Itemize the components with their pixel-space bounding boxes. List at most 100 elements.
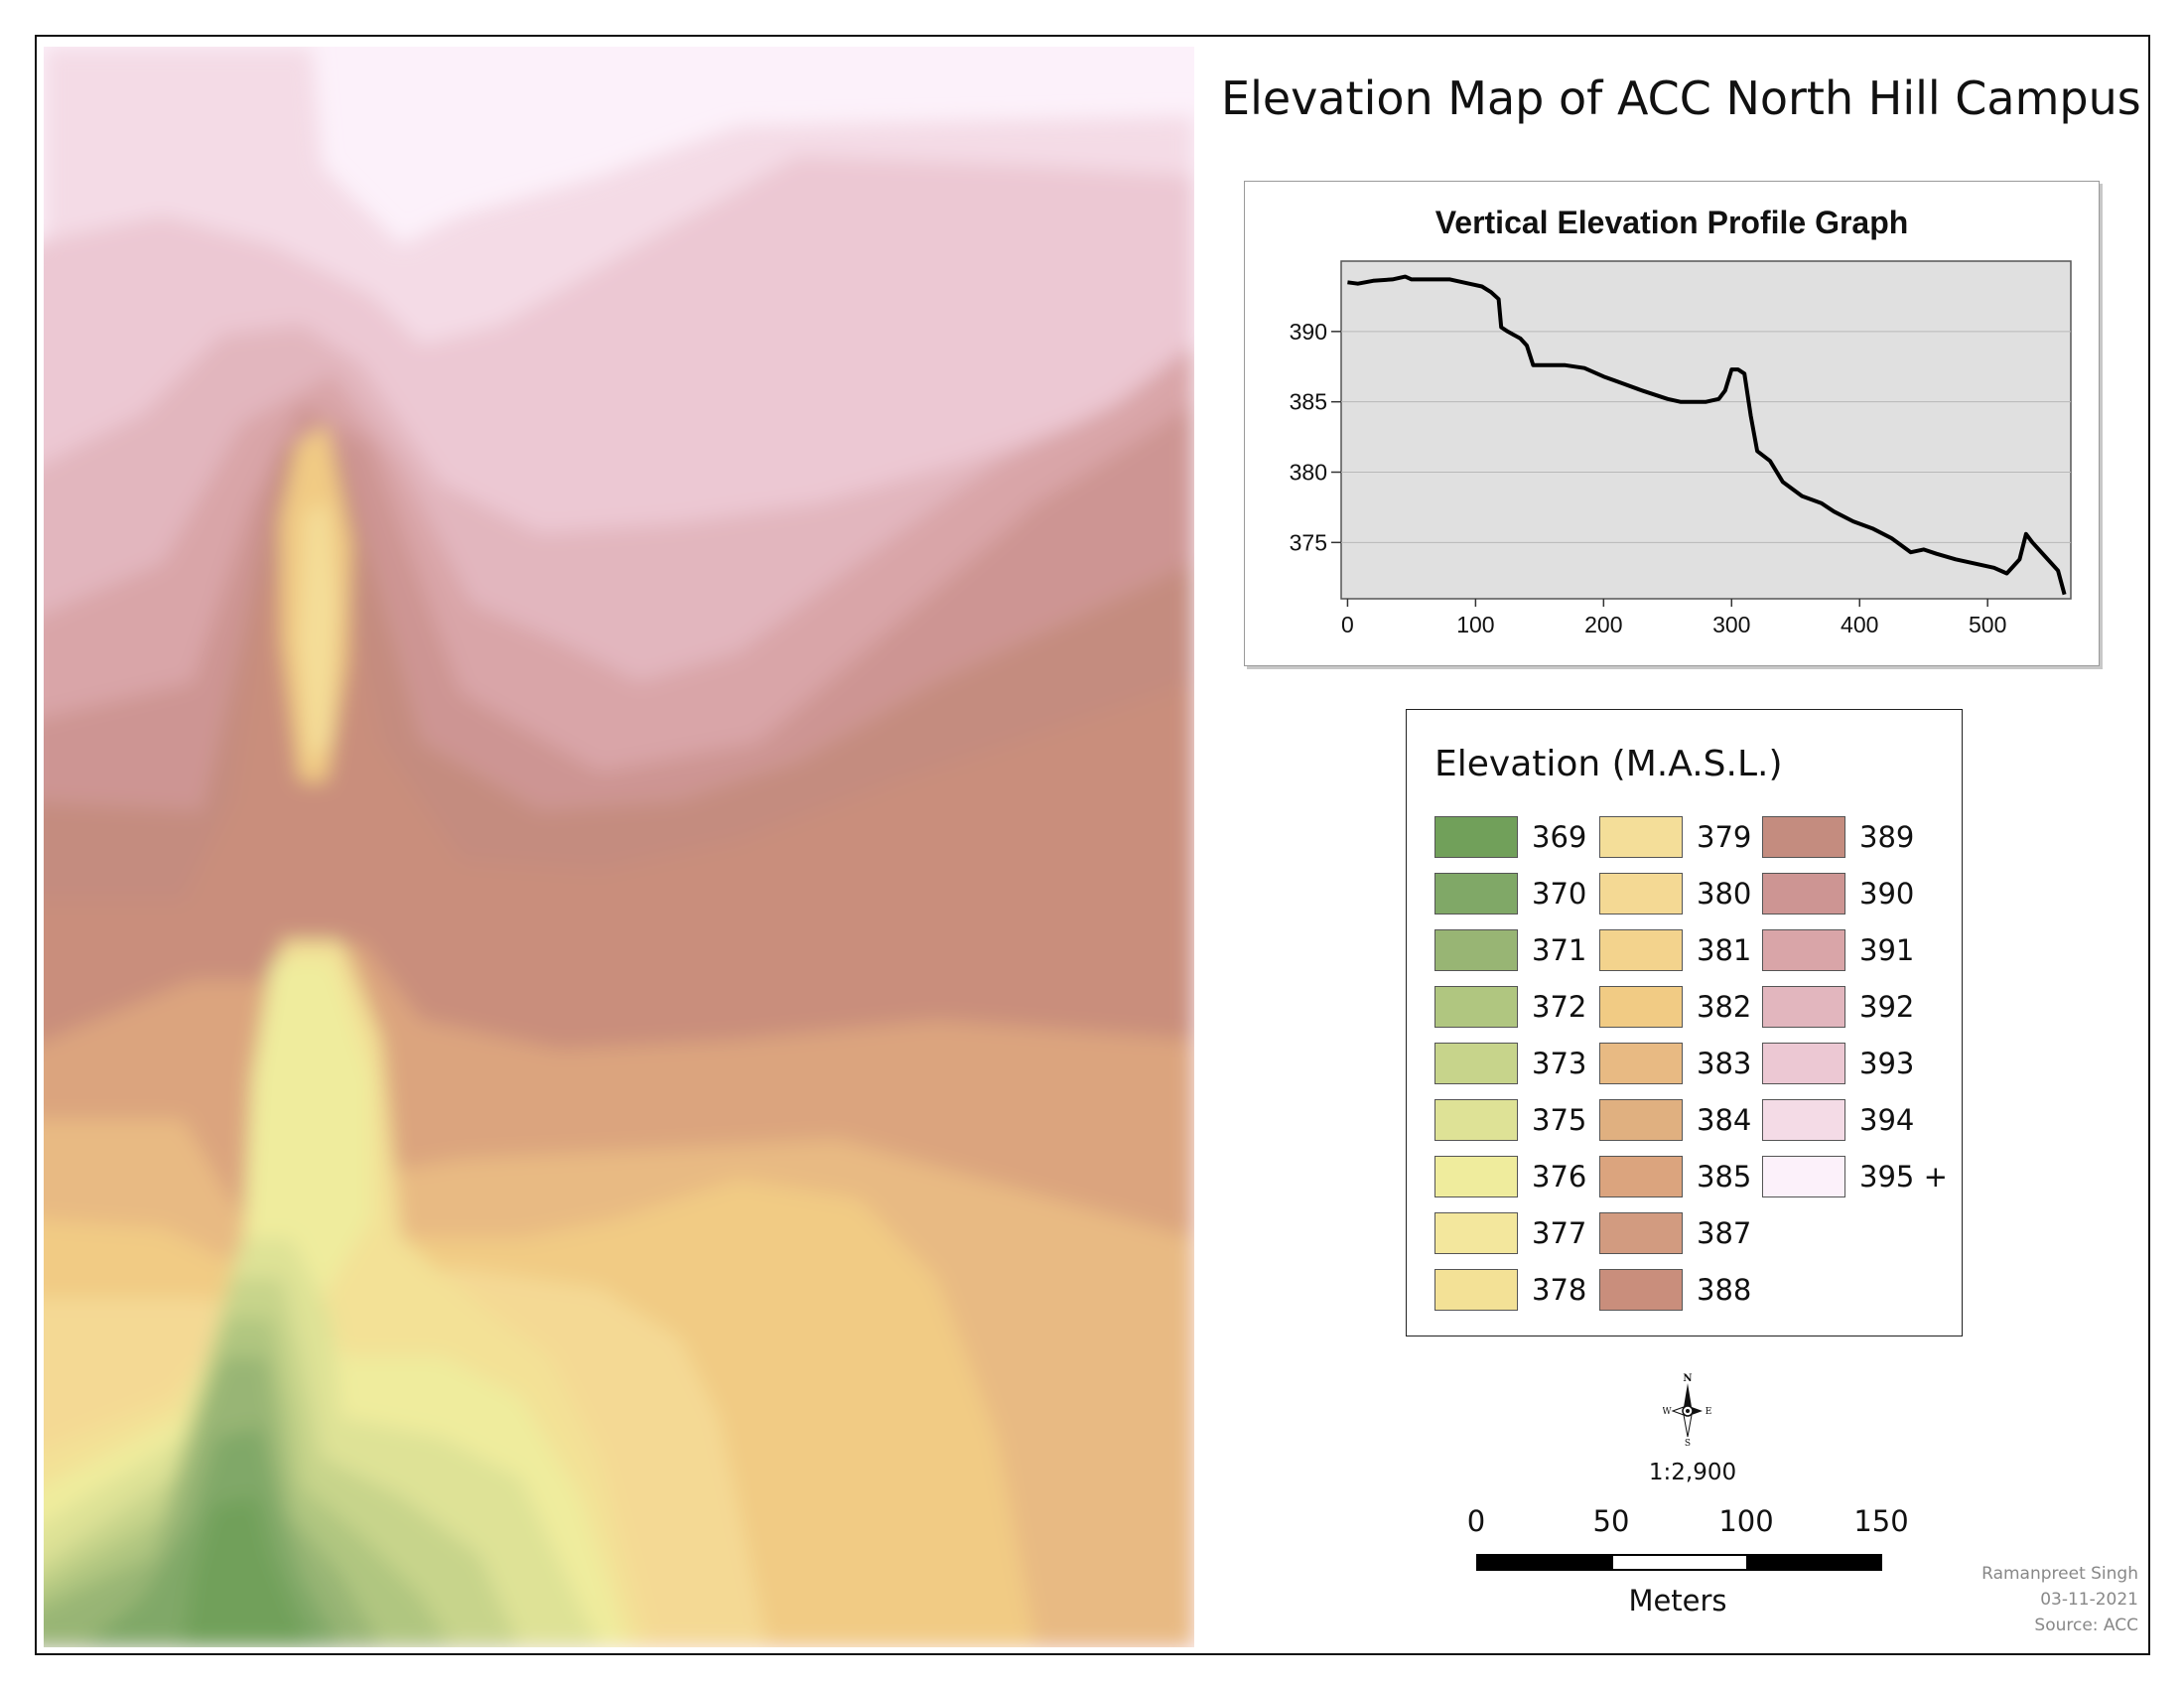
legend-swatch [1434, 929, 1518, 971]
page-frame [35, 35, 2150, 1655]
legend-swatch [1599, 1043, 1683, 1084]
legend-swatch [1434, 1212, 1518, 1254]
legend-swatch [1599, 1212, 1683, 1254]
legend-label: 394 [1859, 1103, 1915, 1137]
legend-swatch [1434, 1099, 1518, 1141]
legend-item: 394 [1762, 1099, 1931, 1143]
legend-swatch [1599, 873, 1683, 914]
credits: Ramanpreet Singh 03-11-2021 Source: ACC [1981, 1561, 2138, 1638]
legend-swatch [1762, 816, 1845, 858]
legend-item: 380 [1599, 873, 1768, 916]
legend-swatch [1599, 1269, 1683, 1311]
legend-item: 384 [1599, 1099, 1768, 1143]
legend-swatch [1434, 1269, 1518, 1311]
legend-swatch [1434, 1043, 1518, 1084]
legend-label: 375 [1532, 1103, 1587, 1137]
plot-area [1340, 260, 2072, 600]
zone-369 [183, 1496, 312, 1647]
legend-item: 375 [1434, 1099, 1603, 1143]
legend-swatch [1599, 816, 1683, 858]
legend-label: 371 [1532, 933, 1587, 967]
x-tick-label: 200 [1584, 612, 1622, 637]
scale-unit: Meters [1628, 1584, 1727, 1618]
legend-title: Elevation (M.A.S.L.) [1434, 744, 1783, 784]
legend-item: 393 [1762, 1043, 1931, 1086]
legend-label: 373 [1532, 1047, 1587, 1080]
legend-item: 383 [1599, 1043, 1768, 1086]
legend-swatch [1762, 1156, 1845, 1197]
legend-item: 390 [1762, 873, 1931, 916]
legend-swatch [1599, 1156, 1683, 1197]
profile-graph-box: Vertical Elevation Profile Graph 375 380 3… [1244, 181, 2100, 666]
legend-item: 385 [1599, 1156, 1768, 1199]
legend-swatch [1434, 1156, 1518, 1197]
legend-swatch [1762, 986, 1845, 1028]
legend-label: 384 [1697, 1103, 1752, 1137]
legend-item: 379 [1599, 816, 1768, 860]
legend-swatch [1434, 816, 1518, 858]
legend-item: 395 + [1762, 1156, 1948, 1199]
elevation-profile-line[interactable] [1347, 274, 2067, 596]
legend-item: 387 [1599, 1212, 1768, 1256]
elevation-map[interactable] [44, 47, 1194, 1647]
y-axis-ticks: 375 380 385 390 [1290, 319, 1341, 555]
legend-item: 389 [1762, 816, 1931, 860]
legend-item: 370 [1434, 873, 1603, 916]
scale-bar-graphic [1476, 1554, 1882, 1571]
legend-label: 378 [1532, 1273, 1587, 1307]
legend-label: 391 [1859, 933, 1915, 967]
scale-tick-label: 50 [1592, 1504, 1630, 1538]
legend-label: 376 [1532, 1160, 1587, 1194]
north-arrow-icon: N S W E [1663, 1373, 1711, 1449]
legend-label: 381 [1697, 933, 1752, 967]
legend-item: 391 [1762, 929, 1931, 973]
legend-item: 376 [1434, 1156, 1603, 1199]
legend-item: 372 [1434, 986, 1603, 1030]
map-title: Elevation Map of ACC North Hill Campus [1221, 71, 2141, 125]
legend-item: 377 [1434, 1212, 1603, 1256]
compass-w: W [1663, 1407, 1672, 1417]
legend-item: 378 [1434, 1269, 1603, 1313]
scale-bar: 0 50 100 150 [1449, 1504, 1909, 1579]
legend-label: 370 [1532, 877, 1587, 911]
legend-item: 388 [1599, 1269, 1768, 1313]
zone-379-ridge [300, 503, 337, 762]
scale-tick-label: 100 [1718, 1504, 1774, 1538]
legend-swatch [1762, 1043, 1845, 1084]
scale-ratio: 1:2,900 [1648, 1460, 1737, 1485]
legend-swatch [1599, 1099, 1683, 1141]
legend-swatch [1762, 929, 1845, 971]
legend-label: 392 [1859, 990, 1915, 1024]
legend-item: 381 [1599, 929, 1768, 973]
x-tick-label: 100 [1456, 612, 1494, 637]
legend-label: 383 [1697, 1047, 1752, 1080]
legend-label: 379 [1697, 820, 1752, 854]
legend-label: 393 [1859, 1047, 1915, 1080]
legend-label: 369 [1532, 820, 1587, 854]
scale-tick-label: 0 [1466, 1504, 1486, 1538]
legend-swatch [1762, 1099, 1845, 1141]
legend-label: 385 [1697, 1160, 1752, 1194]
legend-label: 389 [1859, 820, 1915, 854]
legend-item: 382 [1599, 986, 1768, 1030]
legend-item: 392 [1762, 986, 1931, 1030]
y-tick-label: 380 [1290, 460, 1327, 486]
legend-swatch [1434, 873, 1518, 914]
legend-item: 373 [1434, 1043, 1603, 1086]
legend: Elevation (M.A.S.L.) 369 370 371 372 373 375 3… [1406, 709, 1963, 1336]
x-axis-ticks: 0 100 200 300 400 500 [1341, 599, 2006, 637]
credit-source: Source: ACC [2034, 1616, 2138, 1635]
x-tick-label: 500 [1969, 612, 2006, 637]
compass-s: S [1685, 1439, 1691, 1449]
legend-label: 372 [1532, 990, 1587, 1024]
legend-swatch [1599, 986, 1683, 1028]
x-tick-label: 300 [1712, 612, 1750, 637]
x-tick-label: 400 [1841, 612, 1878, 637]
legend-swatch [1762, 873, 1845, 914]
legend-label: 387 [1697, 1216, 1752, 1250]
credit-author: Ramanpreet Singh [1981, 1564, 2138, 1584]
legend-label: 388 [1697, 1273, 1752, 1307]
y-tick-label: 385 [1290, 389, 1327, 415]
profile-graph: Vertical Elevation Profile Graph 3753803… [1290, 205, 2072, 637]
legend-label: 382 [1697, 990, 1752, 1024]
